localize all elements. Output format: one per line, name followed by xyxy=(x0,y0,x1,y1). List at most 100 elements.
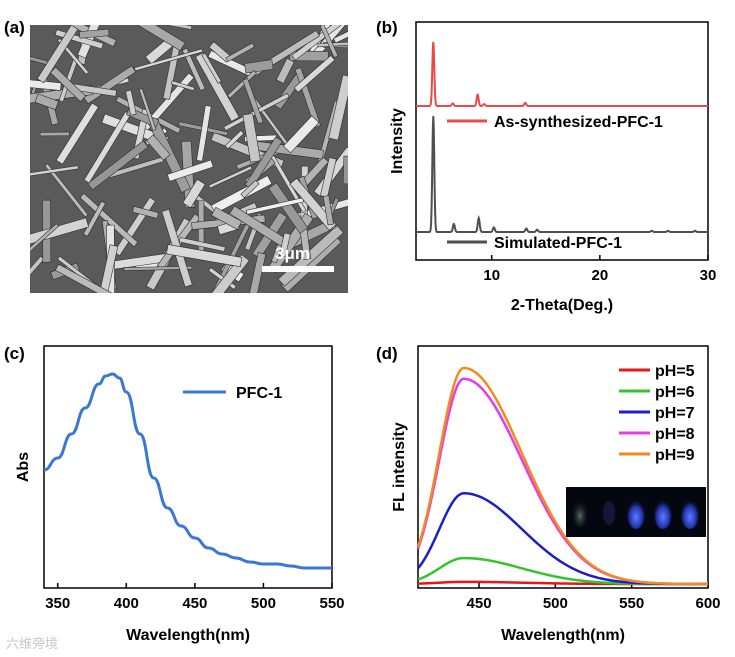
fl-legend-label-3: pH=7 xyxy=(655,405,695,422)
sem-crystal xyxy=(293,55,336,93)
xrd-legend-label-1: As-synthesized-PFC-1 xyxy=(494,114,663,131)
sem-crystal xyxy=(208,165,253,189)
sem-crystal xyxy=(79,28,110,39)
sem-crystal xyxy=(146,134,171,161)
sem-crystal xyxy=(242,113,261,163)
sem-crystal xyxy=(49,66,87,103)
fl-legend-label-1: pH=5 xyxy=(655,363,695,380)
sem-crystal xyxy=(182,178,206,209)
abs-chart-frame xyxy=(43,345,333,589)
abs-chart-xtick-label: 550 xyxy=(319,595,344,612)
fl-legend-label-4: pH=8 xyxy=(655,426,695,443)
abs-chart-xtick-label: 400 xyxy=(114,595,139,612)
sem-crystal xyxy=(342,155,348,185)
panel-label-c: (c) xyxy=(4,344,25,363)
sem-crystal xyxy=(224,130,245,150)
sem-micrograph xyxy=(30,25,348,293)
xrd-chart-xlabel: 2-Theta(Deg.) xyxy=(511,297,613,314)
sem-crystal xyxy=(39,131,70,137)
sem-crystal xyxy=(34,93,59,111)
sem-crystal xyxy=(178,237,226,252)
abs-chart-xtick-label: 350 xyxy=(45,595,70,612)
scale-bar xyxy=(262,266,334,272)
sem-crystal xyxy=(322,195,334,226)
sem-crystal xyxy=(123,265,193,271)
sem-crystal xyxy=(226,70,257,99)
sem-crystal xyxy=(195,52,240,122)
sem-crystal xyxy=(134,48,204,72)
sem-crystal xyxy=(87,140,149,191)
sem-crystal xyxy=(30,76,62,91)
sem-crystal xyxy=(333,26,348,44)
sem-crystal xyxy=(328,74,348,141)
fl-chart-xlabel: Wavelength(nm) xyxy=(501,627,625,644)
sem-crystal xyxy=(166,244,243,268)
sem-crystal xyxy=(83,65,137,105)
sem-crystal xyxy=(125,89,137,116)
panel-label-a: (a) xyxy=(4,18,25,37)
sem-crystal xyxy=(30,165,79,181)
sem-crystal xyxy=(282,115,320,154)
sem-crystal xyxy=(289,177,337,231)
abs-chart-xtick-label: 450 xyxy=(182,595,207,612)
panel-label-d: (d) xyxy=(376,344,398,363)
xrd-series-line-1 xyxy=(416,41,708,107)
sem-crystal xyxy=(244,59,274,74)
sem-crystal xyxy=(55,102,99,165)
fl-series-line-5 xyxy=(416,366,708,586)
sem-crystal xyxy=(268,182,309,234)
sem-crystal xyxy=(44,163,89,218)
xrd-chart-ylabel: Intensity xyxy=(389,108,406,174)
sem-crystal xyxy=(170,80,195,92)
fl-chart-xtick-label: 550 xyxy=(619,595,644,612)
sem-crystal xyxy=(166,159,214,182)
sem-crystal xyxy=(319,25,339,58)
sem-crystal xyxy=(242,78,264,124)
watermark-logo: 六维旁境 xyxy=(6,636,59,651)
xrd-series-line-2 xyxy=(416,115,708,233)
sem-crystal xyxy=(127,25,186,52)
xrd-chart-frame xyxy=(415,21,709,261)
fl-chart-xtick-label: 450 xyxy=(467,595,492,612)
fl-chart-xtick-label: 600 xyxy=(695,595,720,612)
fl-legend-label-2: pH=6 xyxy=(655,384,695,401)
sem-crystal xyxy=(138,88,157,131)
sem-crystal xyxy=(54,263,124,293)
vials-inset-photo xyxy=(566,487,706,537)
abs-chart-ylabel: Abs xyxy=(15,452,32,482)
fl-chart-frame xyxy=(417,345,709,589)
sem-crystal xyxy=(132,206,159,219)
xrd-chart-xtick-label: 20 xyxy=(592,267,609,284)
abs-chart-xlabel: Wavelength(nm) xyxy=(126,627,250,644)
sem-crystal xyxy=(164,25,193,30)
fl-chart-ylabel: FL intensity xyxy=(391,422,408,512)
sem-crystal xyxy=(225,42,255,63)
sem-crystal xyxy=(181,47,206,91)
sem-crystal xyxy=(30,223,59,275)
fl-legend-label-5: pH=9 xyxy=(655,447,695,464)
abs-legend-label: PFC-1 xyxy=(236,385,282,402)
sem-crystal xyxy=(36,25,79,84)
xrd-chart-xtick-label: 10 xyxy=(483,267,500,284)
panel-label-b: (b) xyxy=(376,18,398,37)
sem-crystal xyxy=(211,206,243,230)
sem-crystal xyxy=(196,105,212,162)
xrd-chart-xtick-label: 30 xyxy=(700,267,717,284)
sem-crystals-image xyxy=(30,25,348,293)
fl-chart-xtick-label: 500 xyxy=(543,595,568,612)
sem-crystal xyxy=(200,254,250,293)
sem-crystal xyxy=(278,232,291,258)
xrd-legend-label-2: Simulated-PFC-1 xyxy=(494,235,622,252)
sem-crystal xyxy=(83,200,106,237)
sem-crystal xyxy=(93,244,119,293)
sem-crystal xyxy=(243,252,267,293)
sem-crystal xyxy=(275,57,295,84)
sem-crystal xyxy=(30,255,45,288)
sem-crystal xyxy=(201,52,222,84)
scale-bar-label: 3μm xyxy=(275,244,310,263)
sem-crystal xyxy=(240,179,260,199)
abs-series-line xyxy=(43,372,332,570)
vials-photo-image xyxy=(572,499,699,529)
abs-chart-xtick-label: 500 xyxy=(251,595,276,612)
